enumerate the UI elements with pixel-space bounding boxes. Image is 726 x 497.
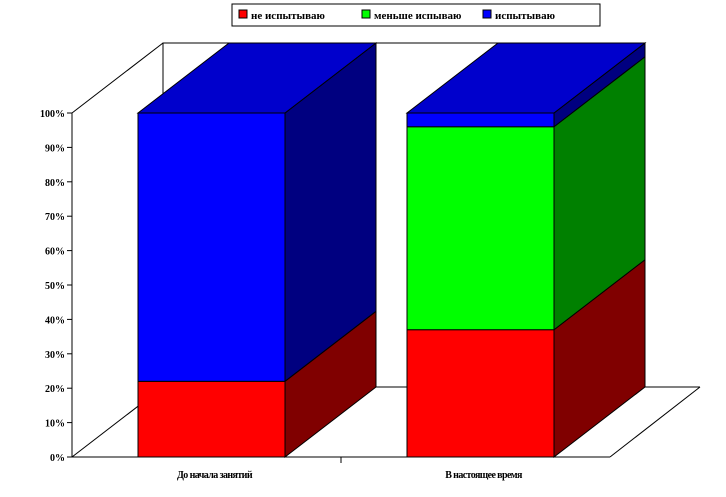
legend-swatch-0 <box>238 9 248 19</box>
y-tick-label: 30% <box>45 350 65 361</box>
bars <box>136 41 647 459</box>
bar-segment-0-0 <box>137 310 377 459</box>
y-tick-label: 20% <box>45 384 65 395</box>
y-tick-label: 0% <box>50 453 65 464</box>
legend-label-0: не испытываю <box>251 10 325 22</box>
legend-box <box>231 3 601 27</box>
bar-front <box>406 126 555 331</box>
bar-segment-2-1 <box>405 41 647 128</box>
bar-front <box>137 112 286 382</box>
y-tick-label: 50% <box>45 281 65 292</box>
y-tick-label: 10% <box>45 419 65 430</box>
y-tick-label: 100% <box>40 109 65 120</box>
legend-label-1: меньше испываю <box>374 10 461 22</box>
legend-swatch-2 <box>482 9 492 19</box>
y-tick-label: 70% <box>45 212 65 223</box>
legend-label-2: испытываю <box>495 10 555 22</box>
bar-top <box>405 42 647 114</box>
left-wall-top-edge <box>71 42 164 114</box>
bar-front <box>406 112 555 128</box>
bar-front <box>406 329 555 458</box>
bar-segment-2-0 <box>136 41 378 383</box>
x-tick-label: До начала занятий <box>177 470 253 481</box>
x-axis: До начала занятий В настоящее время <box>177 457 524 481</box>
bar-segment-1-1 <box>406 55 646 331</box>
y-axis: 0% 10% 20% 30% 40% 50% 60% 70% 80% 90% 100% <box>40 109 72 464</box>
bar-top <box>136 42 378 114</box>
y-tick-label: 40% <box>45 315 65 326</box>
legend-swatch-1 <box>361 9 371 19</box>
y-tick-label: 80% <box>45 178 65 189</box>
floor-right-edge <box>609 386 701 458</box>
legend: не испытываю меньше испываю испытываю <box>231 3 601 27</box>
bar-front <box>137 380 286 458</box>
x-tick-label: В настоящее время <box>445 470 523 481</box>
y-tick-label: 90% <box>45 143 65 154</box>
y-tick-label: 60% <box>45 247 65 258</box>
